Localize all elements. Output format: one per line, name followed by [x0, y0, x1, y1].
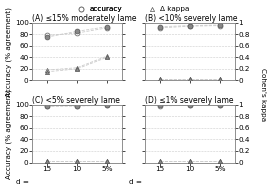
- Legend: Δ kappa: Δ kappa: [144, 6, 190, 12]
- Text: d =: d =: [16, 179, 31, 185]
- Text: (A) ≤15% moderately lame: (A) ≤15% moderately lame: [32, 14, 136, 23]
- Text: Cohen's kappa: Cohen's kappa: [260, 68, 266, 121]
- Text: (C) <5% severely lame: (C) <5% severely lame: [32, 96, 120, 105]
- Text: (D) ≤1% severely lame: (D) ≤1% severely lame: [145, 96, 234, 105]
- Legend: accuracy: accuracy: [74, 6, 123, 12]
- Y-axis label: Accuracy (% agreement): Accuracy (% agreement): [5, 7, 12, 97]
- Y-axis label: Accuracy (% agreement): Accuracy (% agreement): [5, 89, 12, 179]
- Text: d =: d =: [129, 179, 144, 185]
- Text: (B) <10% severely lame: (B) <10% severely lame: [145, 14, 238, 23]
